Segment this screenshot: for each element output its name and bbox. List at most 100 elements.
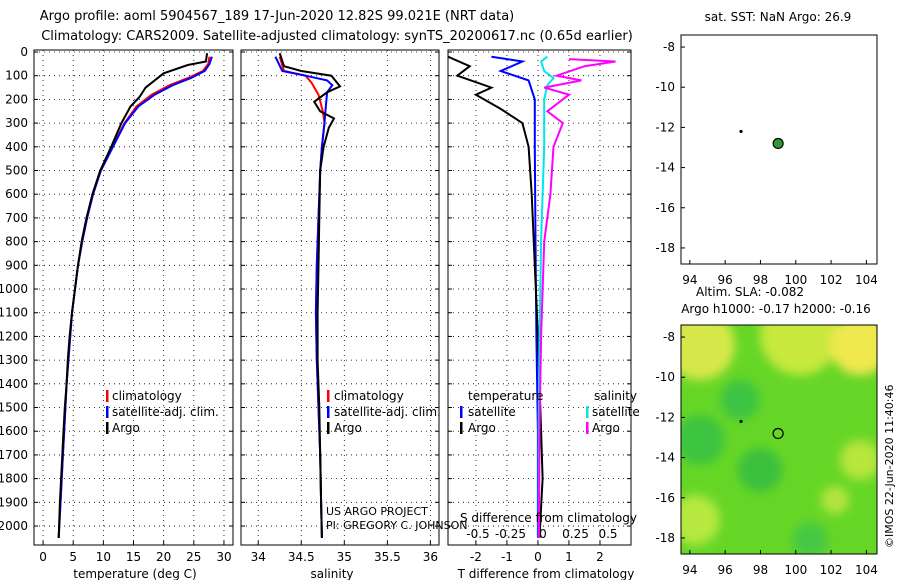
sla-map-frame [680,324,878,555]
x-tick-label: 5 [69,550,77,564]
heatmap-blob [681,495,720,545]
map-y-tick-label: -12 [655,410,675,424]
difference-plot-frame [447,49,632,546]
depth-tick-label: 200 [5,92,28,106]
map-y-tick-label: -8 [663,40,675,54]
legend-title-salinity: salinity [594,389,637,403]
legend-t-argo-label: Argo [468,421,496,435]
legend-swatch-argo [106,422,109,434]
depth-tick-label: 0 [20,45,28,59]
x-tick-label: 36 [423,550,438,564]
difference-xlabel-salinity: S difference from climatology [460,511,637,525]
map-x-tick-label: 96 [718,273,733,287]
legend-swatch-t-sat [460,406,463,418]
s-diff-tick-label: -0.25 [495,527,526,541]
map-x-tick-label: 98 [753,273,768,287]
series-line-climatology [57,56,211,538]
salinity-plot [257,50,431,545]
sla-heatmap [681,325,877,554]
x-tick-label: 25 [186,550,201,564]
depth-tick-label: 1700 [0,448,28,462]
legend-swatch-argo [327,422,330,434]
series-line-s-satellite [537,55,555,538]
map-y-tick-label: -18 [655,241,675,255]
legend-sat-label: satellite-adj. clim. [334,405,441,419]
map-x-tick-label: 104 [855,563,878,577]
map-x-tick-label: 100 [784,273,807,287]
imos-watermark: ©IMOS 22-Jun-2020 11:40:46 [883,384,896,548]
heatmap-blob [738,448,782,492]
heatmap-blob [720,380,760,420]
map-x-tick-label: 98 [753,563,768,577]
map-y-tick-label: -10 [655,80,675,94]
sst-map-frame [680,34,878,265]
series-line-argo [57,53,209,538]
heatmap-blob [821,486,849,514]
depth-tick-label: 700 [5,211,28,225]
temperature-xlabel: temperature (deg C) [73,567,196,580]
s-diff-tick-label: -0.5 [466,527,489,541]
credit-project: US ARGO PROJECT [326,505,428,518]
x-tick-label: 1 [565,550,573,564]
x-tick-label: 0 [534,550,542,564]
legend-swatch-clim [106,390,109,402]
depth-tick-label: 900 [5,258,28,272]
x-tick-label: 20 [156,550,171,564]
heatmap-blob [830,325,877,375]
map-y-tick-label: -18 [655,531,675,545]
legend-swatch-s-argo [586,422,589,434]
salinity-legend: climatology satellite-adj. clim. Argo [327,389,441,435]
legend-swatch-sat [106,406,109,418]
sla-map-title: Altim. SLA: -0.082 [696,285,804,299]
legend-s-sat-label: satellite [592,405,640,419]
legend-argo-label: Argo [334,421,362,435]
depth-tick-label: 1900 [0,495,28,509]
s-diff-tick-label: 0.25 [562,527,589,541]
legend-swatch-sat [327,406,330,418]
legend-title-temperature: temperature [468,389,543,403]
map-x-tick-label: 96 [718,563,733,577]
depth-tick-label: 100 [5,69,28,83]
legend-sat-label: satellite-adj. clim. [112,405,219,419]
x-tick-label: 15 [126,550,141,564]
depth-tick-label: 1400 [0,377,28,391]
map-y-tick-label: -14 [655,451,675,465]
depth-tick-label: 1200 [0,329,28,343]
heatmap-blob [681,415,725,465]
legend-clim-label: climatology [112,389,182,403]
depth-tick-label: 400 [5,140,28,154]
depth-tick-label: 2000 [0,519,28,533]
depth-tick-label: 500 [5,164,28,178]
axis-ticks: 0 5 10 15 20 25 30 34 34.5 35 35.5 36 -2 -1 0 1 2 -0.5 -0.… [39,527,617,564]
depth-tick-label: 300 [5,116,28,130]
x-tick-label: 35 [337,550,352,564]
map-x-tick-label: 100 [784,563,807,577]
depth-tick-label: 1100 [0,306,28,320]
map-y-tick-label: -16 [655,201,675,215]
float-position-marker [772,137,784,150]
x-tick-label: 34.5 [288,550,315,564]
x-tick-label: 34 [251,550,266,564]
salinity-plot-frame [240,49,440,546]
series-line-s-argo [537,58,616,538]
map-x-tick-label: 104 [855,273,878,287]
x-tick-label: 30 [216,550,231,564]
map-y-tick-label: -12 [655,120,675,134]
depth-tick-label: 1800 [0,472,28,486]
map-x-tick-label: 102 [820,563,843,577]
x-tick-label: 2 [596,550,604,564]
x-tick-label: -1 [501,550,513,564]
map-y-tick-label: -10 [655,370,675,384]
series-line-satellite-adj-clim- [274,56,334,538]
series-line-t-satellite [491,55,539,538]
legend-argo-label: Argo [112,421,140,435]
map-y-tick-label: -16 [655,491,675,505]
difference-xlabel: T difference from climatology [457,567,635,580]
depth-tick-label: 1300 [0,353,28,367]
heatmap-blob [792,522,828,554]
salinity-xlabel: salinity [310,567,353,580]
x-tick-label: 0 [39,550,47,564]
legend-t-sat-label: satellite [468,405,516,419]
series-line-argo [278,52,342,538]
